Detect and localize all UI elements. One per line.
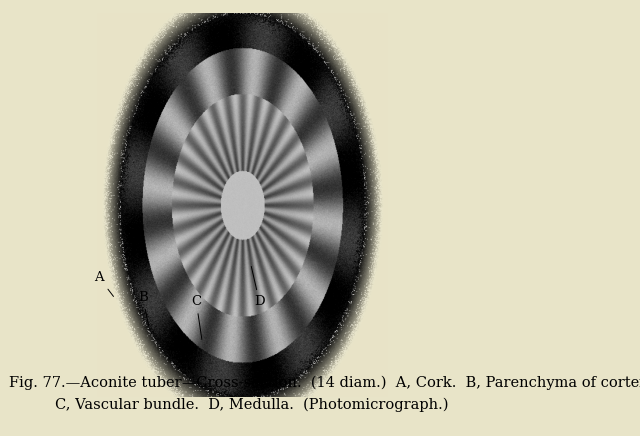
- Text: Fig. 77.—Aconite tuber—Cross-section.  (14 diam.)  A, Cork.  B, Parenchyma of co: Fig. 77.—Aconite tuber—Cross-section. (1…: [9, 376, 640, 390]
- Text: B: B: [138, 291, 148, 325]
- Text: A: A: [94, 271, 113, 296]
- Text: D: D: [252, 266, 265, 308]
- Text: C, Vascular bundle.  D, Medulla.  (Photomicrograph.): C, Vascular bundle. D, Medulla. (Photomi…: [54, 398, 448, 412]
- Text: C: C: [191, 295, 202, 340]
